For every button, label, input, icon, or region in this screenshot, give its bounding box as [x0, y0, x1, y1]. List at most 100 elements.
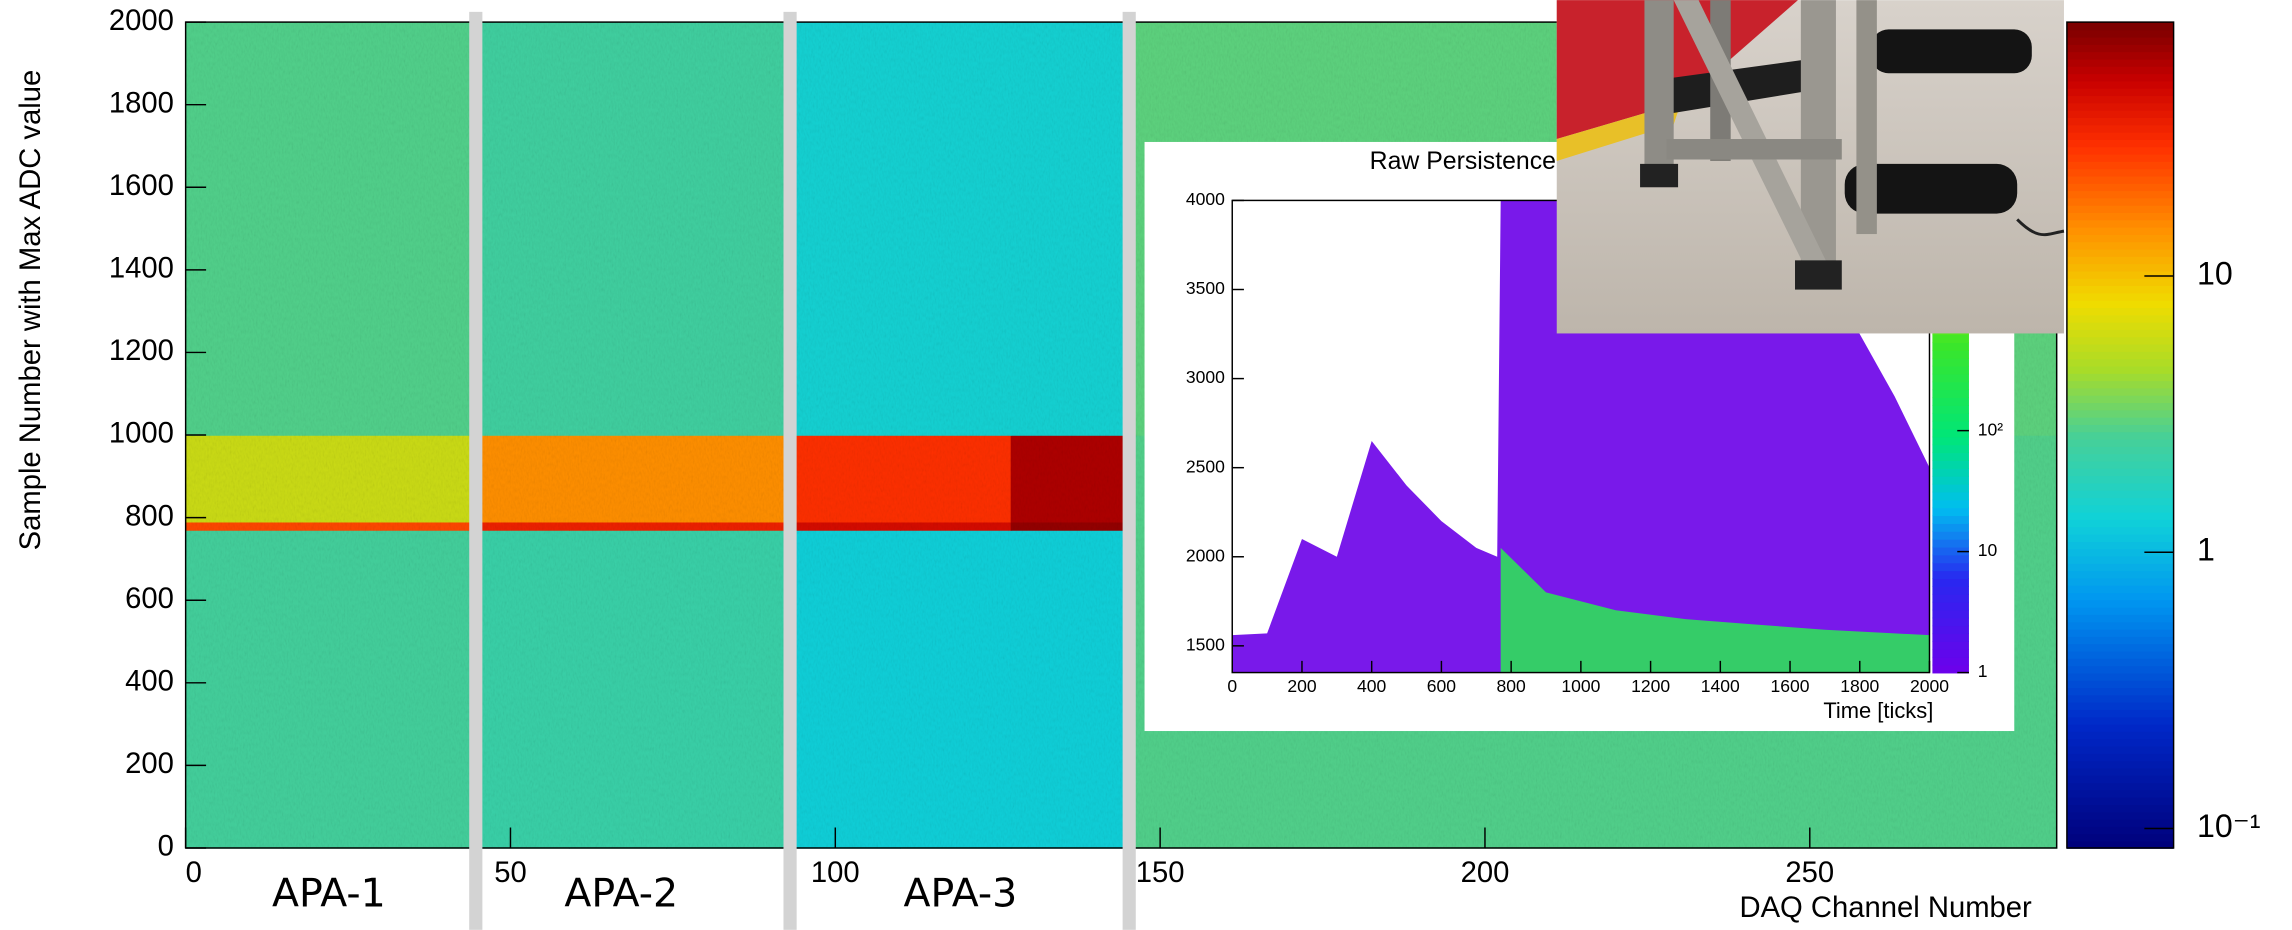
inset-x-tick-label: 0: [1227, 676, 1237, 696]
colorbar-step: [2066, 555, 2174, 564]
inset-x-tick-label: 400: [1357, 676, 1387, 696]
inset-colorbar-step: [1932, 656, 1969, 666]
inset-colorbar-step: [1932, 499, 1969, 509]
y-tick-label: 200: [125, 748, 174, 780]
colorbar-step: [2066, 548, 2174, 557]
colorbar-step: [2066, 789, 2174, 798]
inset-colorbar-step: [1932, 538, 1969, 548]
inset-colorbar-step: [1932, 444, 1969, 454]
colorbar-step: [2066, 811, 2174, 820]
colorbar-step: [2066, 489, 2174, 499]
colorbar-step: [2066, 277, 2174, 287]
inset-y-tick-label: 3000: [1186, 367, 1225, 387]
x-tick-label: 50: [494, 857, 527, 889]
colorbar-step: [2066, 263, 2174, 272]
inset-colorbar-step: [1932, 530, 1969, 540]
inset-colorbar-step: [1932, 593, 1969, 603]
colorbar-step: [2066, 694, 2174, 703]
colorbar-step: [2066, 767, 2174, 776]
colorbar-step: [2066, 482, 2174, 491]
separator: [469, 11, 483, 930]
colorbar-step: [2066, 416, 2174, 425]
x-tick-label: 0: [186, 857, 202, 889]
annotation: APA-3: [904, 871, 1018, 917]
colorbar-step: [2066, 504, 2174, 513]
x-axis-label: DAQ Channel Number: [1739, 892, 2032, 924]
inset-colorbar-step: [1932, 617, 1969, 627]
inset-colorbar-step: [1932, 452, 1969, 461]
inset-colorbar-step: [1932, 633, 1969, 642]
colorbar-step: [2066, 511, 2174, 520]
inset-y-tick-label: 2000: [1186, 545, 1225, 565]
colorbar-step: [2066, 80, 2174, 89]
colorbar-step: [2066, 833, 2174, 842]
y-axis-label: Sample Number with Max ADC value: [15, 70, 47, 551]
colorbar-step: [2066, 234, 2174, 243]
colorbar-step: [2066, 36, 2174, 45]
x-tick-label: 200: [1461, 857, 1510, 889]
inset-x-tick-label: 1000: [1561, 676, 1600, 696]
colorbar-step: [2066, 219, 2174, 228]
inset-colorbar-step: [1932, 397, 1969, 406]
inset-colorbar-step: [1932, 349, 1969, 359]
x-tick-label: 150: [1136, 857, 1185, 889]
colorbar-step: [2066, 519, 2174, 528]
inset-colorbar-step: [1932, 475, 1969, 485]
colorbar-tick-label: 10⁻¹: [2197, 808, 2260, 844]
photo-cable: [1871, 29, 2032, 74]
colorbar-step: [2066, 731, 2174, 740]
colorbar-step: [2066, 453, 2174, 462]
colorbar-step: [2066, 329, 2174, 338]
colorbar-step: [2066, 431, 2174, 440]
colorbar-step: [2066, 614, 2174, 623]
colorbar-step: [2066, 226, 2174, 235]
colorbar-step: [2066, 701, 2174, 710]
colorbar-step: [2066, 182, 2174, 192]
y-tick-label: 1000: [109, 418, 174, 450]
colorbar-step: [2066, 387, 2174, 396]
colorbar-step: [2066, 826, 2174, 835]
inset-colorbar-step: [1932, 546, 1969, 556]
colorbar-step: [2066, 752, 2174, 762]
colorbar-step: [2066, 804, 2174, 813]
inset-colorbar-step: [1932, 405, 1969, 414]
colorbar-step: [2066, 570, 2174, 579]
inset-colorbar-step: [1932, 373, 1969, 383]
colorbar-step: [2066, 723, 2174, 732]
inset-x-tick-label: 200: [1287, 676, 1317, 696]
colorbar-step: [2066, 628, 2174, 637]
colorbar-step: [2066, 782, 2174, 791]
y-tick-label: 400: [125, 666, 174, 698]
colorbar-step: [2066, 65, 2174, 75]
colorbar-step: [2066, 562, 2174, 572]
annotation: APA-2: [564, 871, 678, 917]
photo-foot: [1795, 260, 1842, 290]
inset-x-tick-label: 1600: [1771, 676, 1810, 696]
colorbar-step: [2066, 102, 2174, 111]
y-tick-label: 1200: [109, 335, 174, 367]
inset-colorbar-step: [1932, 483, 1969, 493]
colorbar-step: [2066, 255, 2174, 265]
inset-colorbar-step: [1932, 365, 1969, 375]
colorbar-step: [2066, 760, 2174, 769]
colorbar-step: [2066, 241, 2174, 250]
colorbar-step: [2066, 336, 2174, 345]
inset-colorbar-tick-label: 10²: [1978, 419, 2004, 439]
colorbar-step: [2066, 738, 2174, 747]
y-tick-label: 800: [125, 500, 174, 532]
colorbar-step: [2066, 58, 2174, 67]
inset-colorbar-step: [1932, 641, 1969, 650]
colorbar-step: [2066, 292, 2174, 301]
inset-colorbar-step: [1932, 357, 1969, 367]
inset-colorbar-step: [1932, 648, 1969, 658]
inset-x-label: Time [ticks]: [1823, 698, 1933, 723]
x-tick-label: 100: [811, 857, 860, 889]
colorbar-step: [2066, 270, 2174, 279]
colorbar-step: [2066, 160, 2174, 170]
colorbar-step: [2066, 117, 2174, 126]
colorbar-step: [2066, 716, 2174, 725]
colorbar-step: [2066, 621, 2174, 630]
colorbar-step: [2066, 358, 2174, 367]
